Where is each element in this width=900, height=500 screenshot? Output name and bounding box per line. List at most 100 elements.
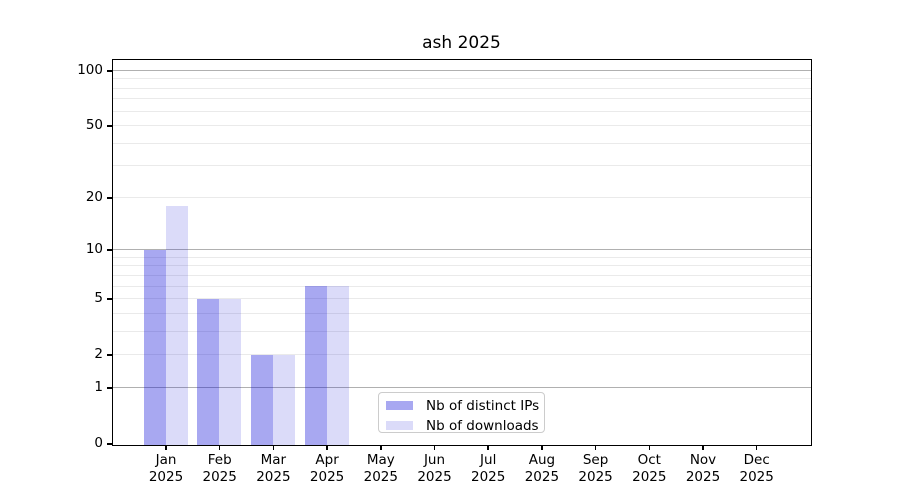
gridline-minor (112, 196, 811, 198)
legend-label: Nb of distinct IPs (426, 397, 540, 414)
y-tick (107, 249, 113, 251)
gridline-minor (112, 110, 811, 112)
x-tick-label-month: Oct (637, 452, 661, 468)
y-tick (107, 354, 113, 356)
x-tick-label-year: 2025 (256, 469, 291, 485)
legend-row: Nb of distinct IPs (379, 397, 544, 414)
x-tick-label-year: 2025 (632, 469, 667, 485)
y-tick-label: 50 (85, 117, 103, 134)
gridline-minor (112, 274, 811, 276)
x-tick-label-month: Jun (423, 452, 446, 468)
legend-swatch-ips (386, 401, 413, 410)
y-tick (107, 443, 113, 445)
x-tick (433, 445, 436, 450)
x-tick (755, 445, 758, 450)
x-tick-label-year: 2025 (685, 469, 721, 485)
x-tick (272, 445, 275, 450)
x-tick-label-month: Jan (155, 452, 177, 468)
x-tick-label-month: May (366, 452, 395, 468)
x-tick-label-year: 2025 (471, 469, 506, 485)
x-tick-label: Oct 2025 (609, 452, 689, 486)
legend-row: Nb of downloads (379, 417, 544, 434)
chart-title: ash 2025 (422, 33, 501, 53)
x-tick-label-month: Apr (315, 452, 339, 468)
legend: Nb of distinct IPs Nb of downloads (378, 392, 545, 434)
gridline-minor (112, 285, 811, 287)
x-tick (702, 445, 704, 450)
x-tick-label-year: 2025 (202, 469, 237, 485)
x-tick-label-month: Aug (528, 452, 556, 468)
bar-downloads-mar (272, 354, 295, 445)
y-tick (107, 70, 113, 72)
bar-downloads-apr (326, 286, 349, 445)
gridline-minor (112, 142, 811, 144)
x-tick-label: Feb 2025 (180, 452, 260, 486)
legend-label: Nb of downloads (426, 417, 539, 434)
gridline-major (112, 249, 811, 251)
x-tick-label-year: 2025 (309, 469, 345, 485)
gridline-minor (112, 98, 811, 100)
x-tick-label-year: 2025 (417, 469, 452, 485)
gridline-minor (112, 298, 811, 300)
y-tick (107, 125, 113, 127)
x-tick (487, 445, 489, 450)
x-tick (218, 445, 221, 450)
bar-downloads-jan (165, 205, 188, 445)
x-tick-label-year: 2025 (739, 469, 774, 485)
x-tick-label-year: 2025 (578, 469, 613, 485)
x-tick-label-month: Nov (689, 452, 717, 468)
y-tick (107, 387, 113, 389)
y-tick-label: 1 (94, 378, 103, 395)
gridline-minor (112, 330, 811, 332)
x-tick-label: Jun 2025 (395, 452, 475, 486)
bar-ips-feb (197, 298, 220, 445)
y-tick (107, 298, 113, 300)
x-tick (594, 445, 597, 450)
y-tick (107, 197, 113, 199)
y-tick-label: 100 (77, 61, 103, 78)
x-tick-label: Nov 2025 (663, 452, 743, 486)
x-tick (380, 445, 382, 450)
x-tick-label-year: 2025 (524, 469, 560, 485)
x-tick-label: Apr 2025 (287, 452, 367, 486)
x-tick-label: Sep 2025 (556, 452, 636, 486)
legend-swatch-downloads (386, 421, 413, 430)
x-tick (648, 445, 651, 450)
x-tick-label: Dec 2025 (717, 452, 797, 486)
x-tick (165, 445, 167, 450)
x-tick-label-month: Mar (260, 452, 287, 468)
x-tick-label: Jan 2025 (126, 452, 206, 486)
x-tick-label: Mar 2025 (233, 452, 313, 486)
y-tick-label: 10 (85, 241, 103, 258)
x-tick (541, 445, 543, 450)
y-tick-label: 20 (85, 188, 103, 205)
x-tick-label: Jul 2025 (448, 452, 528, 486)
x-tick-label-month: Dec (743, 452, 770, 468)
x-tick (326, 445, 328, 450)
y-tick-label: 2 (94, 346, 103, 363)
x-tick-label-month: Sep (582, 452, 609, 468)
gridline-major (112, 386, 811, 389)
bar-ips-jan (143, 249, 166, 445)
bar-ips-apr (304, 286, 327, 445)
x-tick-label-month: Jul (480, 452, 497, 468)
y-tick-label: 0 (94, 435, 103, 451)
x-tick-label: May 2025 (341, 452, 421, 486)
x-tick-label-month: Feb (207, 452, 232, 468)
gridline-minor (112, 165, 811, 167)
gridline-minor (112, 256, 811, 258)
gridline-minor (112, 265, 811, 267)
plot-area (111, 58, 812, 446)
gridline-minor (112, 312, 811, 314)
bar-downloads-feb (219, 298, 242, 445)
gridline-major (112, 69, 811, 72)
x-tick-label-year: 2025 (148, 469, 184, 485)
gridline-minor (112, 78, 811, 80)
gridline-minor (112, 125, 811, 127)
x-tick-label: Aug 2025 (502, 452, 582, 486)
bar-ips-mar (250, 354, 273, 445)
gridline-minor (112, 354, 811, 356)
y-tick-label: 5 (94, 290, 103, 307)
gridline-minor (112, 87, 811, 89)
